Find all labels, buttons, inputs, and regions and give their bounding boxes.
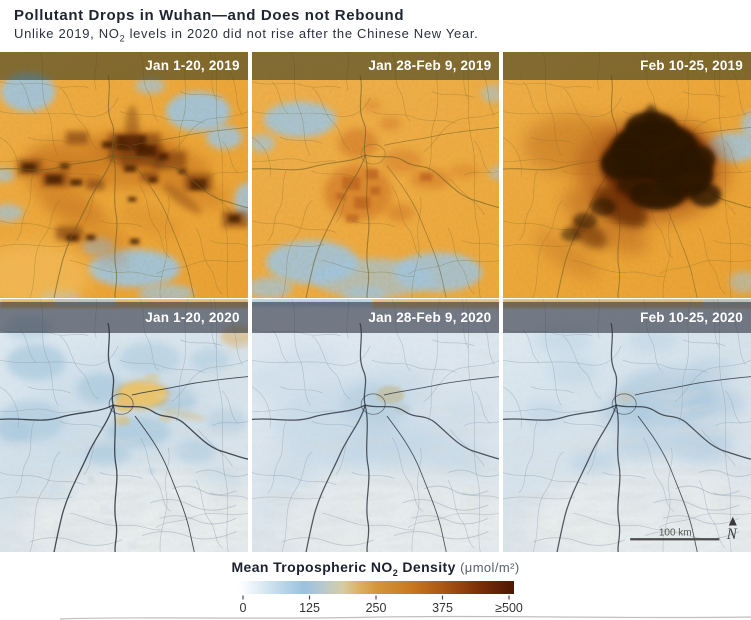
svg-text:N: N bbox=[726, 526, 738, 543]
svg-text:100 km: 100 km bbox=[659, 528, 692, 539]
svg-text:≥500: ≥500 bbox=[495, 601, 523, 615]
svg-text:375: 375 bbox=[432, 601, 453, 615]
svg-text:125: 125 bbox=[299, 601, 320, 615]
svg-text:250: 250 bbox=[366, 601, 387, 615]
svg-text:0: 0 bbox=[240, 601, 247, 615]
